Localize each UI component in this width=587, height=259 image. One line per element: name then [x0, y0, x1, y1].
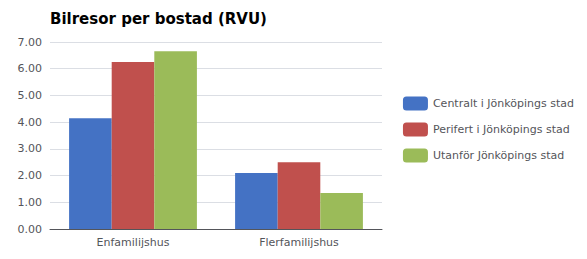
svg-text:Enfamilijshus: Enfamilijshus [97, 236, 170, 249]
svg-text:2.00: 2.00 [18, 169, 43, 182]
svg-text:Centralt i Jönköpings stad: Centralt i Jönköpings stad [433, 97, 574, 110]
svg-text:Bilresor per bostad (RVU): Bilresor per bostad (RVU) [50, 10, 267, 28]
svg-text:3.00: 3.00 [18, 142, 43, 155]
svg-text:1.00: 1.00 [18, 196, 43, 209]
svg-text:Utanför Jönköpings stad: Utanför Jönköpings stad [433, 149, 564, 162]
svg-text:Flerfamilijshus: Flerfamilijshus [259, 236, 339, 249]
svg-text:6.00: 6.00 [18, 62, 43, 75]
svg-text:7.00: 7.00 [18, 36, 43, 49]
svg-text:5.00: 5.00 [18, 89, 43, 102]
svg-text:4.00: 4.00 [18, 116, 43, 129]
svg-text:Perifert i Jönköpings stad: Perifert i Jönköpings stad [433, 123, 570, 136]
svg-text:0.00: 0.00 [18, 223, 43, 236]
